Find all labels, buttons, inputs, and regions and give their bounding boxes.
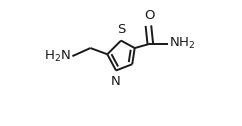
Text: S: S bbox=[117, 23, 125, 36]
Text: O: O bbox=[144, 9, 155, 22]
Text: NH$_2$: NH$_2$ bbox=[169, 36, 195, 51]
Text: N: N bbox=[111, 75, 121, 88]
Text: H$_2$N: H$_2$N bbox=[44, 49, 71, 64]
